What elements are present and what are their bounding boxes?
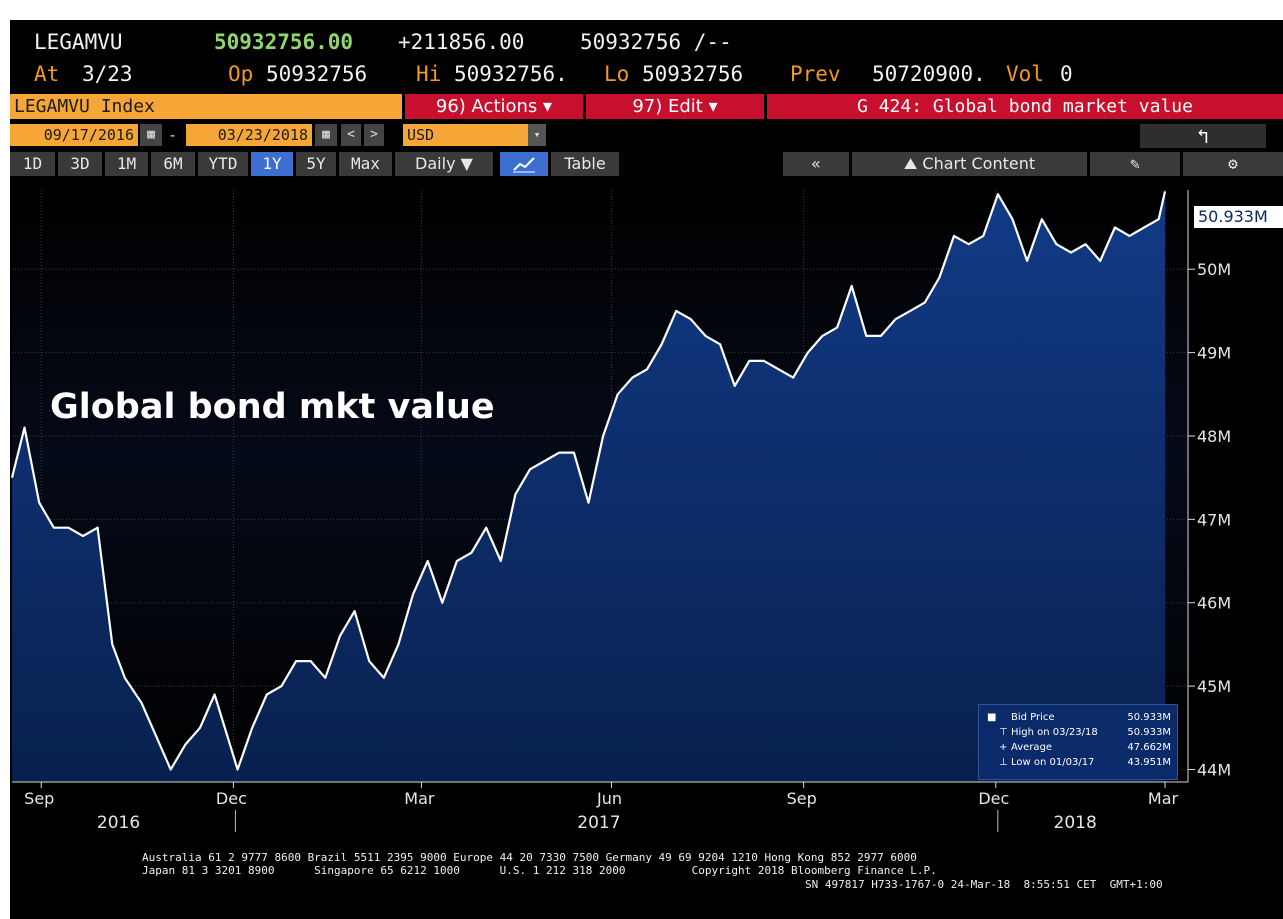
legend-bid-price-icon: ■ [987,712,997,723]
legend-value-bid: 50.933M [1127,712,1171,723]
net-change: +211856.00 [398,30,525,54]
double-chevron-left-icon[interactable]: « [783,152,849,176]
period-5y[interactable]: 5Y [296,152,336,176]
y-tick-label: 49M [1197,344,1231,363]
security-field[interactable]: LEGAMVU Index [10,94,402,119]
date-separator: - [168,126,178,144]
period-1m[interactable]: 1M [105,152,148,176]
last-price: 50932756.00 [214,30,354,54]
y-tick-label: 47M [1197,510,1231,529]
back-arrow-icon[interactable]: ↰ [1140,124,1266,148]
next-period-icon[interactable]: > [364,124,384,146]
year-label: 2017 [577,813,620,833]
high-value: 50932756. [454,62,568,86]
end-date-field[interactable]: 03/23/2018 [186,124,312,146]
edit-menu[interactable]: 97) Edit ▾ [586,94,764,119]
frequency-label: Daily [415,154,456,173]
legend-high-icon: ⊤ [999,727,1008,738]
open-value: 50932756 [266,62,368,86]
period-ytd[interactable]: YTD [198,152,248,176]
low-value: 50932756 [642,62,744,86]
actions-label: 96) Actions [435,96,538,117]
month-label: Mar [404,789,435,808]
high-label: Hi [416,62,442,86]
month-label: Dec [216,789,247,808]
period-6m[interactable]: 6M [151,152,195,176]
start-date-field[interactable]: 09/17/2016 [10,124,138,146]
legend-label-bid: Bid Price [1011,712,1055,723]
series-area [12,191,1165,782]
chart-title: Global bond mkt value [50,387,495,427]
month-label: Dec [978,789,1009,808]
chevron-down-icon: ▾ [543,96,553,117]
chart-legend: ■ Bid Price 50.933M ⊤ High on 03/23/18 5… [978,704,1178,780]
legend-average-icon: + [999,742,1008,753]
y-tick-label: 45M [1197,677,1231,696]
previous-period-icon[interactable]: < [341,124,361,146]
y-tick-label: 48M [1197,427,1231,446]
legend-value-high: 50.933M [1127,727,1171,738]
y-tick-label: 44M [1197,760,1231,779]
footer-phones-1: Australia 61 2 9777 8600 Brazil 5511 239… [142,851,917,864]
edit-label: 97) Edit [632,96,703,117]
month-label: Jun [596,789,622,808]
y-axis: 44M 45M 46M 47M 48M 49M 50M [1188,260,1231,779]
line-chart-icon[interactable] [500,152,548,176]
legend-low-icon: ⊥ [999,757,1008,768]
volume-value: 0 [1060,62,1073,86]
legend-label-low: Low on 01/03/17 [1011,757,1095,768]
at-label: At [34,62,60,86]
chart-content-icon: ⛰ [903,154,918,173]
legend-value-average: 47.662M [1127,742,1171,753]
series-line [10,191,1167,771]
calendar-icon[interactable]: ▦ [315,124,337,146]
low-label: Lo [604,62,630,86]
month-label: Sep [24,789,54,808]
y-tick-label: 46M [1197,594,1231,613]
chart-content-label: Chart Content [922,154,1036,173]
volume-label: Vol [1006,62,1044,86]
gear-icon[interactable]: ⚙ [1183,152,1283,176]
x-axis: Sep Dec Mar Jun Sep Dec Mar 2016 2017 2018 [24,782,1179,833]
calendar-icon[interactable]: ▦ [140,124,162,146]
chevron-down-icon[interactable]: ▾ [528,124,546,146]
frequency-select[interactable]: Daily ▼ [395,152,493,176]
triangle-down-icon: ▼ [460,154,473,173]
function-title: G 424: Global bond market value [767,94,1283,119]
period-1y[interactable]: 1Y [251,152,293,176]
currency-select[interactable]: USD [403,124,528,146]
month-label: Sep [787,789,817,808]
period-3d[interactable]: 3D [58,152,102,176]
footer-phones-2: Japan 81 3 3201 8900 Singapore 65 6212 1… [142,864,937,877]
legend-value-low: 43.951M [1127,757,1171,768]
ticker: LEGAMVU [34,30,123,54]
chevron-down-icon: ▾ [708,96,718,117]
prev-label: Prev [790,62,841,86]
table-button[interactable]: Table [551,152,619,176]
left-margin [0,0,10,919]
month-label: Mar [1148,789,1179,808]
footer-session: SN 497817 H733-1767-0 24-Mar-18 8:55:51 … [805,878,1163,891]
period-1d[interactable]: 1D [10,152,55,176]
period-max[interactable]: Max [339,152,392,176]
chart-content-button[interactable]: ⛰ Chart Content [852,152,1087,176]
year-label: 2018 [1054,813,1097,833]
actions-menu[interactable]: 96) Actions ▾ [405,94,583,119]
legend-label-high: High on 03/23/18 [1011,727,1098,738]
top-margin [0,0,1283,20]
prev-value: 50720900. [872,62,986,86]
legend-label-average: Average [1011,742,1053,753]
line-chart-glyph [513,157,535,173]
open-label: Op [228,62,254,86]
bid-ask: 50932756 /-- [580,30,732,54]
year-label: 2016 [97,813,140,833]
edit-chart-icon[interactable]: ✎ [1090,152,1180,176]
at-date: 3/23 [82,62,133,86]
last-value-tag: 50.933M [1194,206,1283,228]
y-tick-label: 50M [1197,260,1231,279]
